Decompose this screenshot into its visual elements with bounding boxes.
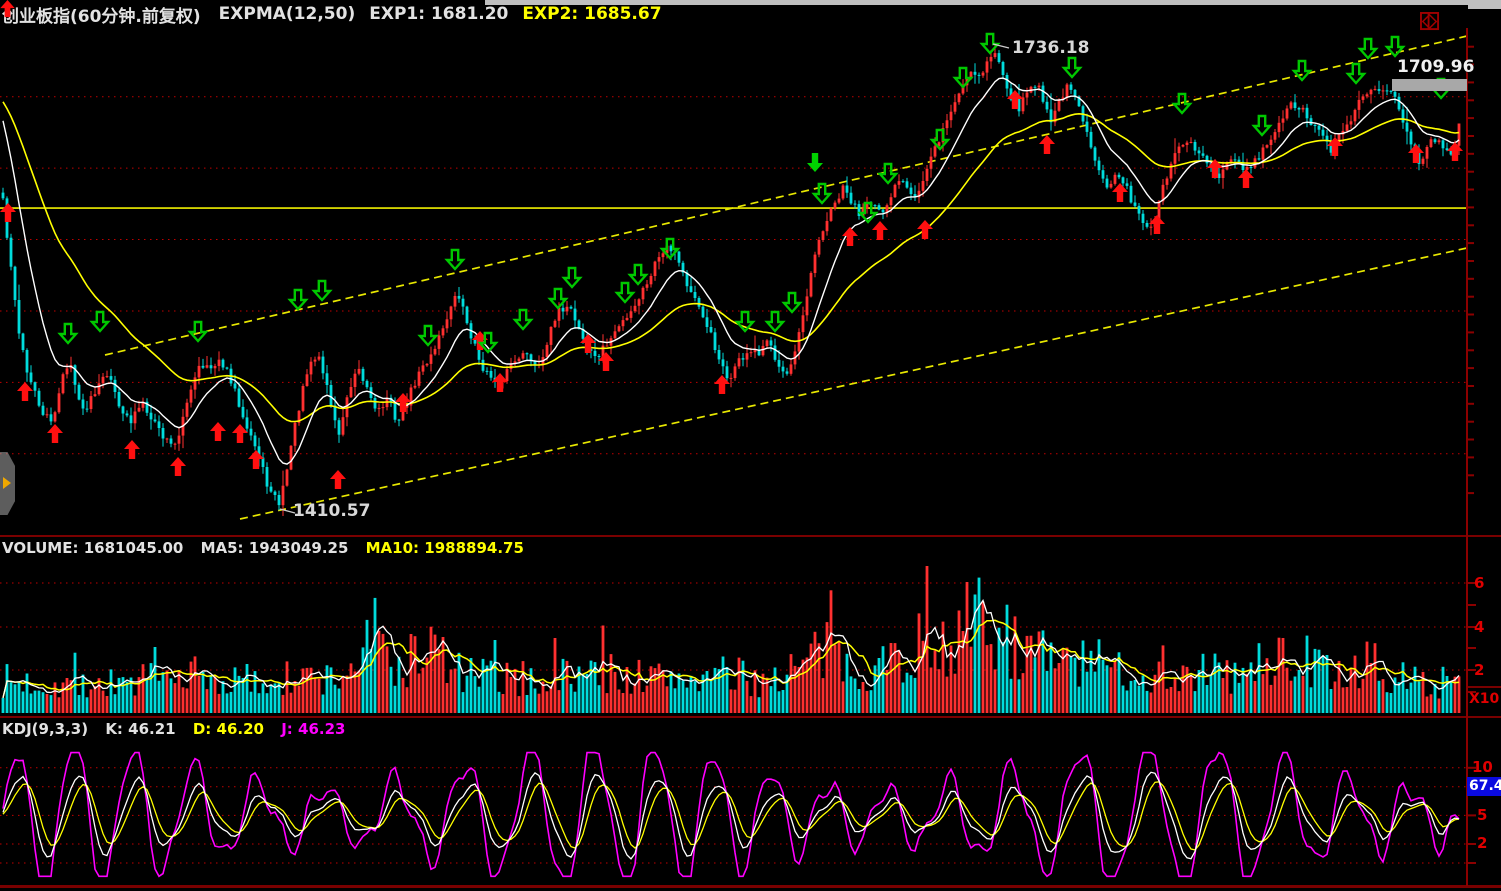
volume-header: VOLUME: 1681045.00 MA5: 1943049.25 MA10:…: [2, 539, 524, 557]
bottom-border: [0, 885, 1501, 888]
kdj-axis-20: 2: [1477, 834, 1488, 852]
kdj-chart: [0, 751, 1476, 878]
exp1-value: EXP1: 1681.20: [369, 4, 509, 24]
volume-axis-2: 2: [1474, 661, 1485, 679]
volume-ma5-value: MA5: 1943049.25: [200, 539, 349, 557]
kdj-panel[interactable]: KDJ(9,3,3) K: 46.21 D: 46.20 J: 46.23: [0, 718, 1501, 886]
volume-panel[interactable]: VOLUME: 1681045.00 MA5: 1943049.25 MA10:…: [0, 537, 1501, 716]
symbol-title: 创业板指(60分钟.前复权): [2, 6, 201, 27]
indicator-name: EXPMA(12,50): [218, 4, 356, 24]
volume-axis-4: 4: [1474, 618, 1485, 636]
top-scroll-strip-corner: [1468, 0, 1501, 9]
main-chart-panel[interactable]: [0, 28, 1501, 536]
exp2-value: EXP2: 1685.67: [522, 4, 662, 24]
kdj-axis-100: 10: [1472, 758, 1493, 776]
divider-volume-kdj: [0, 716, 1501, 718]
volume-axis-unit: X10: [1469, 691, 1500, 707]
divider-main-volume: [0, 535, 1501, 537]
last-price-marker: [1392, 79, 1467, 91]
top-scroll-strip: [485, 0, 1501, 5]
low-price-label: 1410.57: [293, 501, 371, 521]
kdj-k-value: K: 46.21: [105, 720, 176, 738]
triangle-icon: [3, 477, 11, 489]
kdj-name: KDJ(9,3,3): [2, 720, 89, 738]
kdj-current-badge: 67.4: [1467, 777, 1501, 796]
volume-axis-6: 6: [1474, 574, 1485, 592]
volume-axis-sub-divider: [1466, 686, 1501, 688]
kdj-j-value: J: 46.23: [281, 720, 346, 738]
high-price-label: 1736.18: [1012, 38, 1090, 58]
expand-tab[interactable]: [0, 452, 15, 515]
kdj-d-value: D: 46.20: [192, 720, 264, 738]
right-axis-line: [1466, 28, 1468, 886]
volume-ma10-value: MA10: 1988894.75: [365, 539, 524, 557]
last-price-label: 1709.96: [1397, 57, 1475, 77]
volume-value: VOLUME: 1681045.00: [2, 539, 184, 557]
kdj-header: KDJ(9,3,3) K: 46.21 D: 46.20 J: 46.23: [2, 720, 345, 738]
volume-chart: [0, 566, 1476, 713]
candlestick-chart: [0, 32, 1474, 520]
chart-header: 创业板指(60分钟.前复权) EXPMA(12,50) EXP1: 1681.2…: [0, 0, 1501, 28]
kdj-axis-50: 5: [1477, 806, 1488, 824]
